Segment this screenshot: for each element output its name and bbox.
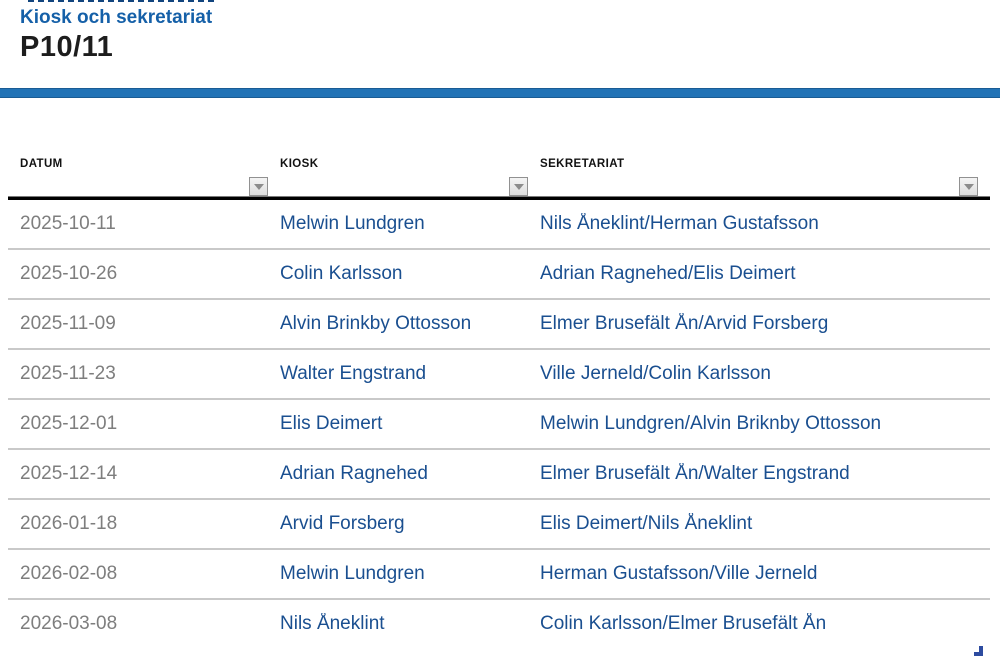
table-row: 2026-01-18 Arvid Forsberg Elis Deimert/N… [8, 500, 990, 550]
page-header: Kiosk och sekretariat P10/11 [20, 7, 212, 63]
table-row: 2025-11-09 Alvin Brinkby Ottosson Elmer … [8, 300, 990, 350]
chevron-down-icon [963, 183, 974, 190]
table-header-row: DATUM KIOSK SEKRETARIAT [8, 144, 990, 197]
kiosk-cell[interactable]: Nils Åneklint [280, 613, 385, 634]
kiosk-cell[interactable]: Walter Engstrand [280, 363, 427, 384]
kiosk-cell[interactable]: Melwin Lundgren [280, 213, 425, 234]
sekretariat-cell[interactable]: Herman Gustafsson/Ville Jerneld [540, 563, 818, 584]
clipped-top-element [28, 0, 216, 2]
header-divider-rule [8, 197, 990, 200]
datum-cell: 2025-12-14 [20, 463, 118, 484]
chevron-down-icon [253, 183, 264, 190]
table-body: 2025-10-11 Melwin Lundgren Nils Åneklint… [8, 200, 990, 648]
column-header-label: DATUM [20, 158, 63, 170]
page-subtitle: Kiosk och sekretariat [20, 7, 213, 28]
page-title: P10/11 [20, 31, 114, 63]
table-row: 2025-12-01 Elis Deimert Melwin Lundgren/… [8, 400, 990, 450]
chevron-down-icon [513, 183, 524, 190]
datum-cell: 2025-10-26 [20, 263, 118, 284]
sekretariat-cell[interactable]: Melwin Lundgren/Alvin Briknby Ottosson [540, 413, 882, 434]
sekretariat-cell[interactable]: Elmer Brusefält Ån/Walter Engstrand [540, 463, 850, 484]
datum-cell: 2026-01-18 [20, 513, 118, 534]
sekretariat-filter-dropdown-button[interactable] [959, 177, 978, 196]
datum-cell: 2026-02-08 [20, 563, 118, 584]
column-header-label: KIOSK [280, 158, 319, 170]
sekretariat-cell[interactable]: Ville Jerneld/Colin Karlsson [540, 363, 771, 384]
column-header-sekretariat: SEKRETARIAT [528, 144, 990, 196]
kiosk-cell[interactable]: Arvid Forsberg [280, 513, 405, 534]
column-header-label: SEKRETARIAT [540, 158, 625, 170]
datum-filter-dropdown-button[interactable] [249, 177, 268, 196]
kiosk-cell[interactable]: Alvin Brinkby Ottosson [280, 313, 472, 334]
table-row: 2025-12-14 Adrian Ragnehed Elmer Brusefä… [8, 450, 990, 500]
datum-cell: 2025-12-01 [20, 413, 118, 434]
datum-cell: 2025-11-23 [20, 363, 116, 384]
table-row: 2026-03-08 Nils Åneklint Colin Karlsson/… [8, 600, 990, 648]
sekretariat-cell[interactable]: Nils Åneklint/Herman Gustafsson [540, 213, 819, 234]
table-row: 2025-11-23 Walter Engstrand Ville Jernel… [8, 350, 990, 400]
table-row: 2026-02-08 Melwin Lundgren Herman Gustaf… [8, 550, 990, 600]
sekretariat-cell[interactable]: Elmer Brusefält Ån/Arvid Forsberg [540, 313, 829, 334]
table-row: 2025-10-26 Colin Karlsson Adrian Ragnehe… [8, 250, 990, 300]
kiosk-filter-dropdown-button[interactable] [509, 177, 528, 196]
datum-cell: 2025-10-11 [20, 213, 116, 234]
kiosk-cell[interactable]: Melwin Lundgren [280, 563, 425, 584]
kiosk-cell[interactable]: Colin Karlsson [280, 263, 403, 284]
sekretariat-cell[interactable]: Colin Karlsson/Elmer Brusefält Ån [540, 613, 827, 634]
kiosk-cell[interactable]: Elis Deimert [280, 413, 383, 434]
column-header-kiosk: KIOSK [268, 144, 528, 196]
accent-divider-bar [0, 88, 1000, 98]
clipped-corner-glyph [974, 646, 983, 656]
kiosk-cell[interactable]: Adrian Ragnehed [280, 463, 428, 484]
datum-cell: 2025-11-09 [20, 313, 116, 334]
schedule-table: DATUM KIOSK SEKRETARIAT 2025-10-11 Melwi… [8, 144, 990, 648]
sekretariat-cell[interactable]: Adrian Ragnehed/Elis Deimert [540, 263, 796, 284]
sekretariat-cell[interactable]: Elis Deimert/Nils Åneklint [540, 513, 753, 534]
column-header-datum: DATUM [8, 144, 268, 196]
datum-cell: 2026-03-08 [20, 613, 118, 634]
table-row: 2025-10-11 Melwin Lundgren Nils Åneklint… [8, 200, 990, 250]
